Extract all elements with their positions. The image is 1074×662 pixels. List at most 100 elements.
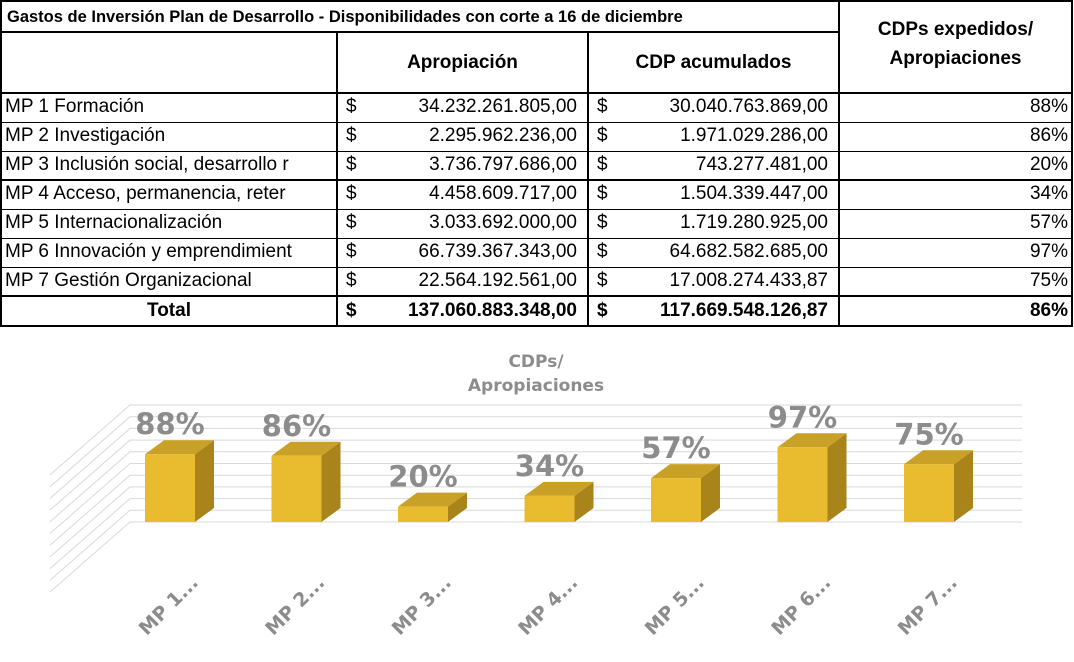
row-program-name: MP 1 Formación bbox=[5, 96, 145, 117]
data-label: 75% bbox=[894, 417, 963, 451]
data-label: 86% bbox=[262, 409, 331, 443]
row-ratio: 20% bbox=[1029, 154, 1068, 175]
total-ratio: 86% bbox=[1029, 300, 1068, 321]
gridline bbox=[49, 439, 1022, 511]
data-label: 20% bbox=[388, 460, 457, 494]
row-cdp: 17.008.274.433,87 bbox=[669, 270, 829, 291]
row-appropriation: 3.736.797.686,00 bbox=[429, 154, 577, 175]
total-label: Total bbox=[147, 300, 191, 321]
bar-front bbox=[651, 478, 701, 522]
bar-side bbox=[574, 481, 594, 522]
row-divider bbox=[0, 209, 1073, 210]
cdp-ratio-chart: CDPs/ Apropiaciones 88% 86% 20% 34% 57% 97% 75… bbox=[49, 352, 1022, 640]
row-currency-symbol: $ bbox=[597, 270, 608, 291]
bar-top bbox=[145, 440, 214, 455]
bar-top bbox=[398, 492, 467, 507]
bar bbox=[777, 433, 847, 522]
bar-front bbox=[904, 464, 954, 522]
data-label: 57% bbox=[641, 431, 710, 465]
bar-side bbox=[954, 450, 973, 522]
row-currency-symbol: $ bbox=[597, 183, 608, 204]
row-divider bbox=[0, 179, 1073, 181]
row-ratio: 86% bbox=[1029, 125, 1068, 146]
row-program-name: MP 4 Acceso, permanencia, reter bbox=[5, 183, 286, 204]
chart-title-line2: Apropiaciones bbox=[468, 376, 604, 396]
column-divider bbox=[336, 32, 338, 327]
row-appropriation: 34.232.261.805,00 bbox=[418, 96, 578, 117]
bar-side bbox=[827, 433, 847, 522]
row-appropriation: 3.033.692.000,00 bbox=[429, 212, 577, 233]
chart-gridlines bbox=[49, 404, 1022, 593]
row-program-name: MP 2 Investigación bbox=[5, 125, 166, 146]
row-appropriation: 2.295.962.236,00 bbox=[429, 125, 577, 146]
table-border bbox=[0, 31, 839, 33]
row-program-name: MP 3 Inclusión social, desarrollo r bbox=[5, 154, 289, 175]
bar bbox=[651, 464, 720, 522]
row-cdp: 1.971.029.286,00 bbox=[680, 125, 828, 146]
chart-title-line1: CDPs/ bbox=[508, 352, 564, 372]
header-appropriation: Apropiación bbox=[407, 52, 518, 73]
header-ratio-line2: Apropiaciones bbox=[889, 48, 1022, 69]
row-ratio: 57% bbox=[1029, 212, 1068, 233]
bar-side bbox=[701, 464, 720, 522]
row-currency-symbol: $ bbox=[346, 241, 357, 262]
row-currency-symbol: $ bbox=[597, 241, 608, 262]
row-divider bbox=[0, 151, 1073, 152]
bar-front bbox=[398, 506, 448, 522]
row-currency-symbol: $ bbox=[346, 212, 357, 233]
category-label: MP 5... bbox=[641, 572, 709, 640]
gridline bbox=[49, 474, 1022, 546]
bar-side bbox=[448, 492, 467, 522]
row-cdp: 64.682.582.685,00 bbox=[669, 241, 829, 262]
data-label: 34% bbox=[515, 449, 584, 483]
category-label: MP 4... bbox=[514, 572, 582, 640]
bar-top bbox=[904, 450, 973, 465]
table-border bbox=[0, 295, 1073, 297]
table-title: Gastos de Inversión Plan de Desarrollo -… bbox=[7, 8, 683, 26]
row-cdp: 30.040.763.869,00 bbox=[669, 96, 829, 117]
data-label: 88% bbox=[135, 407, 204, 441]
row-cdp: 1.504.339.447,00 bbox=[680, 183, 828, 204]
bar bbox=[904, 450, 973, 522]
table-border bbox=[0, 0, 1073, 2]
row-currency-symbol: $ bbox=[346, 270, 357, 291]
row-program-name: MP 5 Internacionalización bbox=[5, 212, 223, 233]
row-currency-symbol: $ bbox=[346, 154, 357, 175]
row-ratio: 34% bbox=[1029, 183, 1068, 204]
chart-bars: 88% 86% 20% 34% 57% 97% 75% bbox=[135, 400, 973, 522]
total-currency-symbol: $ bbox=[346, 300, 357, 321]
bar-front bbox=[145, 454, 195, 522]
column-divider bbox=[587, 32, 589, 327]
bar bbox=[145, 440, 214, 522]
category-label: MP 3... bbox=[388, 572, 456, 640]
row-divider bbox=[0, 122, 1073, 123]
bar-top bbox=[271, 441, 341, 456]
total-appropriation: 137.060.883.348,00 bbox=[407, 300, 577, 321]
row-ratio: 88% bbox=[1029, 96, 1068, 117]
bar bbox=[398, 492, 467, 522]
gridline bbox=[49, 486, 1022, 558]
category-label: MP 1... bbox=[135, 572, 203, 640]
budget-table: Gastos de Inversión Plan de Desarrollo -… bbox=[0, 0, 1074, 330]
row-currency-symbol: $ bbox=[346, 183, 357, 204]
gridline bbox=[49, 463, 1022, 534]
bar-top bbox=[651, 464, 720, 479]
table-border bbox=[1071, 0, 1073, 327]
row-appropriation: 4.458.609.717,00 bbox=[429, 183, 577, 204]
row-divider bbox=[0, 238, 1073, 239]
row-ratio: 75% bbox=[1029, 270, 1068, 291]
gridline bbox=[49, 416, 1022, 488]
category-label: MP 2... bbox=[261, 572, 329, 640]
chart-x-labels: MP 1... MP 2... MP 3... MP 4... MP 5... MP 6.… bbox=[135, 572, 962, 640]
gridline bbox=[49, 498, 1022, 569]
gridline bbox=[49, 451, 1022, 523]
row-currency-symbol: $ bbox=[346, 125, 357, 146]
bar-front bbox=[271, 455, 322, 522]
header-ratio-line1: CDPs expedidos/ bbox=[877, 19, 1034, 40]
gridline bbox=[49, 427, 1022, 499]
row-currency-symbol: $ bbox=[597, 96, 608, 117]
gridline bbox=[49, 521, 1022, 593]
data-label: 97% bbox=[768, 400, 837, 434]
table-border bbox=[0, 92, 1073, 94]
row-currency-symbol: $ bbox=[597, 125, 608, 146]
